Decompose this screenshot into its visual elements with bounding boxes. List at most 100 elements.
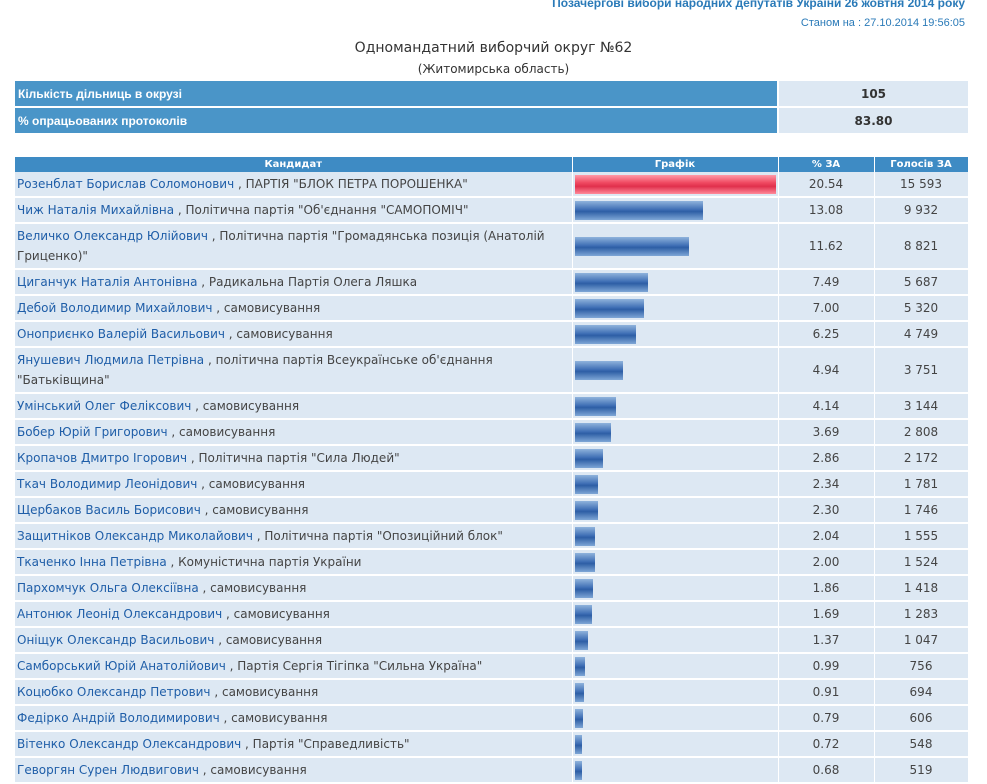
table-row: Коцюбко Олександр Петрович , самовисуван… bbox=[15, 679, 969, 706]
candidate-party: , самовисування bbox=[210, 685, 319, 699]
candidate-name-link[interactable]: Оноприєнко Валерій Васильович bbox=[17, 327, 225, 341]
percent-cell: 6.25 bbox=[778, 321, 875, 348]
percent-cell: 2.00 bbox=[778, 549, 875, 576]
candidate-name-link[interactable]: Кропачов Дмитро Ігорович bbox=[17, 451, 188, 465]
summary-label: Кількість дільниць в окрузі bbox=[15, 81, 779, 108]
table-row: Вітенко Олександр Олександрович , Партія… bbox=[15, 731, 969, 758]
candidate-cell: Бобер Юрій Григорович , самовисування bbox=[15, 419, 573, 446]
candidate-party: , самовисування bbox=[212, 301, 321, 315]
graph-cell bbox=[572, 445, 779, 472]
column-header-percent[interactable]: % ЗА bbox=[778, 157, 875, 172]
vote-share-bar bbox=[574, 200, 703, 220]
candidate-name-link[interactable]: Щербаков Василь Борисович bbox=[17, 503, 201, 517]
vote-share-bar bbox=[574, 474, 598, 494]
candidate-name-link[interactable]: Самборський Юрій Анатолійович bbox=[17, 659, 226, 673]
graph-cell bbox=[572, 321, 779, 348]
table-row: Величко Олександр Юлійович , Політична п… bbox=[15, 223, 969, 270]
candidate-cell: Щербаков Василь Борисович , самовисуванн… bbox=[15, 497, 573, 524]
summary-row-stations: Кількість дільниць в окрузі 105 bbox=[15, 81, 968, 108]
column-header-graph[interactable]: Графік bbox=[572, 157, 779, 172]
vote-share-bar bbox=[574, 526, 595, 546]
candidate-cell: Антонюк Леонід Олександрович , самовисув… bbox=[15, 601, 573, 628]
candidate-name-link[interactable]: Чиж Наталія Михайлівна bbox=[17, 203, 175, 217]
candidate-party: , самовисування bbox=[224, 327, 333, 341]
candidate-cell: Самборський Юрій Анатолійович , Партія С… bbox=[15, 653, 573, 680]
table-row: Ткач Володимир Леонідович , самовисуванн… bbox=[15, 471, 969, 498]
votes-cell: 2 808 bbox=[874, 419, 969, 446]
percent-cell: 11.62 bbox=[778, 223, 875, 270]
summary-value: 83.80 bbox=[778, 107, 968, 135]
vote-share-bar bbox=[574, 360, 623, 380]
candidate-name-link[interactable]: Розенблат Борислав Соломонович bbox=[17, 177, 235, 191]
vote-share-bar bbox=[574, 578, 593, 598]
candidate-cell: Федірко Андрій Володимирович , самовисув… bbox=[15, 705, 573, 732]
candidate-party: , Партія Сергія Тігіпка "Сильна Україна" bbox=[225, 659, 483, 673]
candidate-party: , Політична партія "Сила Людей" bbox=[187, 451, 400, 465]
candidate-party: , самовисування bbox=[214, 633, 323, 647]
votes-cell: 606 bbox=[874, 705, 969, 732]
table-row: Дебой Володимир Михайлович , самовисуван… bbox=[15, 295, 969, 322]
percent-cell: 0.72 bbox=[778, 731, 875, 758]
district-region: (Житомирська область) bbox=[417, 62, 570, 76]
candidate-name-link[interactable]: Бобер Юрій Григорович bbox=[17, 425, 168, 439]
candidate-name-link[interactable]: Умінський Олег Феліксович bbox=[17, 399, 192, 413]
candidate-name-link[interactable]: Ткаченко Інна Петрівна bbox=[17, 555, 167, 569]
candidate-cell: Коцюбко Олександр Петрович , самовисуван… bbox=[15, 679, 573, 706]
graph-cell bbox=[572, 197, 779, 224]
percent-cell: 1.69 bbox=[778, 601, 875, 628]
candidate-party: , самовисування bbox=[197, 477, 306, 491]
table-row: Пархомчук Ольга Олексіївна , самовисуван… bbox=[15, 575, 969, 602]
votes-cell: 5 320 bbox=[874, 295, 969, 322]
votes-cell: 9 932 bbox=[874, 197, 969, 224]
percent-cell: 2.30 bbox=[778, 497, 875, 524]
candidate-name-link[interactable]: Вітенко Олександр Олександрович bbox=[17, 737, 242, 751]
candidate-name-link[interactable]: Янушевич Людмила Петрівна bbox=[17, 353, 205, 367]
candidate-name-link[interactable]: Антонюк Леонід Олександрович bbox=[17, 607, 223, 621]
candidate-name-link[interactable]: Защитніков Олександр Миколайович bbox=[17, 529, 253, 543]
graph-cell bbox=[572, 471, 779, 498]
candidate-cell: Оніщук Олександр Васильович , самовисува… bbox=[15, 627, 573, 654]
votes-cell: 548 bbox=[874, 731, 969, 758]
candidate-name-link[interactable]: Дебой Володимир Михайлович bbox=[17, 301, 213, 315]
table-row: Циганчук Наталія Антонівна , Радикальна … bbox=[15, 269, 969, 296]
votes-cell: 1 418 bbox=[874, 575, 969, 602]
votes-cell: 2 172 bbox=[874, 445, 969, 472]
graph-cell bbox=[572, 601, 779, 628]
votes-cell: 4 749 bbox=[874, 321, 969, 348]
candidate-cell: Пархомчук Ольга Олексіївна , самовисуван… bbox=[15, 575, 573, 602]
votes-cell: 1 555 bbox=[874, 523, 969, 550]
candidate-party: , Політична партія "Громадянська позиція… bbox=[17, 229, 545, 263]
votes-cell: 3 751 bbox=[874, 347, 969, 394]
percent-cell: 0.68 bbox=[778, 757, 875, 784]
candidate-party: , Партія "Справедливість" bbox=[241, 737, 410, 751]
results-body: Розенблат Борислав Соломонович , ПАРТІЯ … bbox=[15, 172, 969, 784]
graph-cell bbox=[572, 757, 779, 784]
graph-cell bbox=[572, 549, 779, 576]
votes-cell: 1 524 bbox=[874, 549, 969, 576]
candidate-party: , політична партія Всеукраїнське об'єдна… bbox=[17, 353, 493, 387]
candidate-cell: Вітенко Олександр Олександрович , Партія… bbox=[15, 731, 573, 758]
candidate-party: , Політична партія "Опозиційний блок" bbox=[252, 529, 503, 543]
column-header-candidate[interactable]: Кандидат bbox=[15, 157, 573, 172]
table-row: Оноприєнко Валерій Васильович , самовису… bbox=[15, 321, 969, 348]
percent-cell: 3.69 bbox=[778, 419, 875, 446]
graph-cell bbox=[572, 627, 779, 654]
vote-share-bar bbox=[574, 604, 592, 624]
percent-cell: 7.00 bbox=[778, 295, 875, 322]
percent-cell: 1.86 bbox=[778, 575, 875, 602]
candidate-name-link[interactable]: Ткач Володимир Леонідович bbox=[17, 477, 198, 491]
candidate-name-link[interactable]: Геворгян Сурен Людвигович bbox=[17, 763, 199, 777]
percent-cell: 1.37 bbox=[778, 627, 875, 654]
candidate-name-link[interactable]: Коцюбко Олександр Петрович bbox=[17, 685, 211, 699]
candidate-party: , самовисування bbox=[219, 711, 328, 725]
candidate-name-link[interactable]: Оніщук Олександр Васильович bbox=[17, 633, 215, 647]
candidate-name-link[interactable]: Величко Олександр Юлійович bbox=[17, 229, 208, 243]
percent-cell: 0.79 bbox=[778, 705, 875, 732]
votes-cell: 5 687 bbox=[874, 269, 969, 296]
column-header-votes[interactable]: Голосів ЗА bbox=[874, 157, 969, 172]
votes-cell: 694 bbox=[874, 679, 969, 706]
candidate-name-link[interactable]: Федірко Андрій Володимирович bbox=[17, 711, 220, 725]
candidate-party: , Комуністична партія України bbox=[166, 555, 362, 569]
candidate-name-link[interactable]: Пархомчук Ольга Олексіївна bbox=[17, 581, 199, 595]
candidate-name-link[interactable]: Циганчук Наталія Антонівна bbox=[17, 275, 198, 289]
